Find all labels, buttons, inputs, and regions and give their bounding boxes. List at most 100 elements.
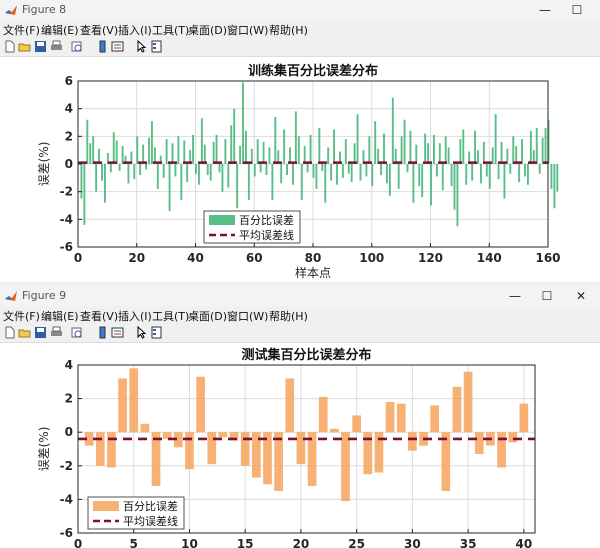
- error-bar: [112, 132, 115, 164]
- error-bar: [362, 150, 365, 164]
- error-bar: [240, 432, 250, 466]
- error-bar: [491, 147, 494, 164]
- menu-desktop[interactable]: 桌面(D): [188, 24, 228, 37]
- colorbar-icon[interactable]: [96, 326, 109, 339]
- minimize-button[interactable]: —: [509, 289, 521, 303]
- error-bar: [180, 164, 183, 200]
- error-bar: [118, 378, 127, 433]
- menu-tools[interactable]: 工具(T): [152, 24, 190, 37]
- menu-view[interactable]: 查看(V): [80, 24, 119, 37]
- error-bar: [162, 164, 165, 178]
- menu-insert[interactable]: 插入(I): [118, 24, 152, 37]
- close-button[interactable]: ✕: [575, 289, 587, 303]
- error-bar: [479, 164, 482, 184]
- error-bar: [156, 164, 159, 189]
- property-editor-icon[interactable]: [150, 40, 163, 53]
- pointer-icon[interactable]: [135, 40, 148, 53]
- error-bar: [553, 164, 556, 209]
- error-bar: [139, 164, 142, 176]
- error-bar: [229, 432, 239, 441]
- new-figure-icon[interactable]: [3, 326, 16, 339]
- menu-insert[interactable]: 插入(I): [118, 310, 152, 323]
- x-tick-label: 20: [128, 251, 145, 265]
- error-bar: [101, 164, 103, 181]
- error-bar: [421, 164, 424, 198]
- menu-bar: 文件(F) 编辑(E) 查看(V) 插入(I) 工具(T) 桌面(D) 窗口(W…: [0, 306, 600, 324]
- y-tick-label: -4: [60, 212, 73, 226]
- error-bar: [385, 401, 395, 433]
- error-bar: [162, 432, 172, 439]
- print-preview-icon[interactable]: [70, 40, 83, 53]
- print-icon[interactable]: [50, 40, 63, 53]
- save-icon[interactable]: [34, 326, 47, 339]
- figure-9-window: Figure 9 — ☐ ✕ 文件(F) 编辑(E) 查看(V) 插入(I) 工…: [0, 286, 600, 548]
- colorbar-icon[interactable]: [96, 40, 109, 53]
- property-editor-icon[interactable]: [150, 326, 163, 339]
- error-bar: [503, 164, 506, 199]
- print-icon[interactable]: [50, 326, 63, 339]
- error-bar: [127, 164, 130, 184]
- error-bar: [159, 155, 162, 164]
- open-file-icon[interactable]: [18, 326, 31, 339]
- menu-view[interactable]: 查看(V): [80, 310, 119, 323]
- menu-edit[interactable]: 编辑(E): [41, 24, 79, 37]
- error-bar: [324, 164, 327, 203]
- maximize-button[interactable]: ☐: [571, 3, 583, 17]
- error-bar: [477, 150, 479, 164]
- error-bar: [374, 121, 377, 164]
- error-bar: [347, 164, 350, 174]
- new-figure-icon[interactable]: [3, 40, 16, 53]
- legend-swatch-bar: [93, 501, 119, 511]
- error-bar: [286, 164, 289, 176]
- y-tick-label: 0: [65, 425, 73, 439]
- minimize-button[interactable]: —: [539, 3, 551, 17]
- menu-help[interactable]: 帮助(H): [269, 24, 308, 37]
- legend-label-mean: 平均误差线: [123, 514, 178, 528]
- error-bar: [488, 164, 491, 189]
- error-bar: [274, 432, 283, 491]
- error-bar: [318, 128, 321, 164]
- error-bar: [380, 164, 383, 176]
- error-bar: [406, 164, 409, 173]
- error-bar: [168, 164, 171, 212]
- error-bar: [374, 432, 384, 473]
- figure-toolbar: [0, 38, 600, 57]
- menu-file[interactable]: 文件(F): [3, 310, 40, 323]
- error-bar: [430, 164, 432, 206]
- open-file-icon[interactable]: [18, 40, 31, 53]
- menu-desktop[interactable]: 桌面(D): [188, 310, 228, 323]
- maximize-button[interactable]: ☐: [541, 289, 553, 303]
- error-bar: [80, 164, 83, 199]
- legend-icon[interactable]: [111, 326, 124, 339]
- legend-icon[interactable]: [111, 40, 124, 53]
- error-bar: [115, 140, 118, 164]
- test-error-chart: 0 5 10 15 20 25 30 35 40 -6 -4 -2 0 2 4 测试集百分比误差分布误差(%)…: [37, 347, 536, 548]
- error-bar: [550, 164, 553, 189]
- menu-help[interactable]: 帮助(H): [269, 310, 308, 323]
- figure-toolbar: [0, 324, 600, 343]
- error-bar: [318, 396, 328, 433]
- x-tick-label: 25: [348, 537, 365, 548]
- error-bar: [456, 164, 459, 227]
- error-bar: [129, 368, 139, 433]
- menu-file[interactable]: 文件(F): [3, 24, 40, 37]
- menu-window[interactable]: 窗口(W): [227, 24, 269, 37]
- y-tick-label: 2: [65, 129, 73, 143]
- legend-swatch-bar: [209, 215, 235, 225]
- menu-tools[interactable]: 工具(T): [152, 310, 190, 323]
- pointer-icon[interactable]: [135, 326, 148, 339]
- error-bar: [306, 164, 309, 173]
- menu-window[interactable]: 窗口(W): [227, 310, 269, 323]
- error-bar: [524, 164, 526, 177]
- figure-canvas: 0 5 10 15 20 25 30 35 40 -6 -4 -2 0 2 4 测试集百分比误差分布 误差(%)…: [0, 343, 600, 548]
- error-bar: [388, 164, 391, 196]
- error-bar: [544, 128, 547, 164]
- menu-edit[interactable]: 编辑(E): [41, 310, 79, 323]
- y-tick-label: 4: [65, 102, 73, 116]
- error-bar: [377, 148, 380, 164]
- save-icon[interactable]: [34, 40, 47, 53]
- error-bar: [541, 137, 544, 164]
- error-bar: [508, 432, 518, 443]
- error-bar: [356, 114, 359, 164]
- print-preview-icon[interactable]: [70, 326, 83, 339]
